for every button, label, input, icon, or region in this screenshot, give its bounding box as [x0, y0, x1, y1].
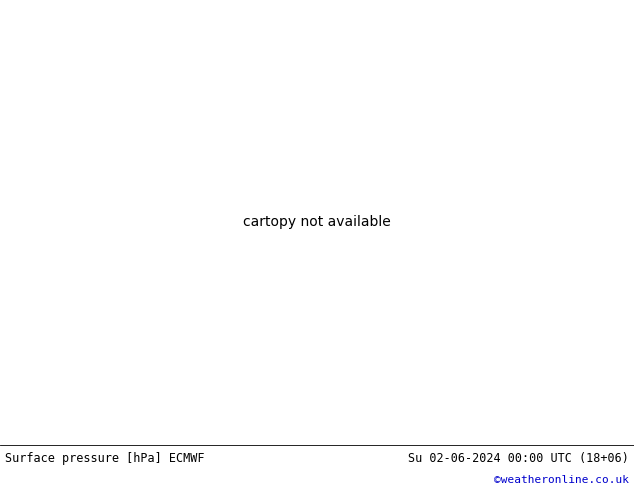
Text: Su 02-06-2024 00:00 UTC (18+06): Su 02-06-2024 00:00 UTC (18+06): [408, 452, 629, 465]
Text: Surface pressure [hPa] ECMWF: Surface pressure [hPa] ECMWF: [5, 452, 205, 465]
Text: cartopy not available: cartopy not available: [243, 215, 391, 229]
Text: ©weatheronline.co.uk: ©weatheronline.co.uk: [494, 475, 629, 485]
